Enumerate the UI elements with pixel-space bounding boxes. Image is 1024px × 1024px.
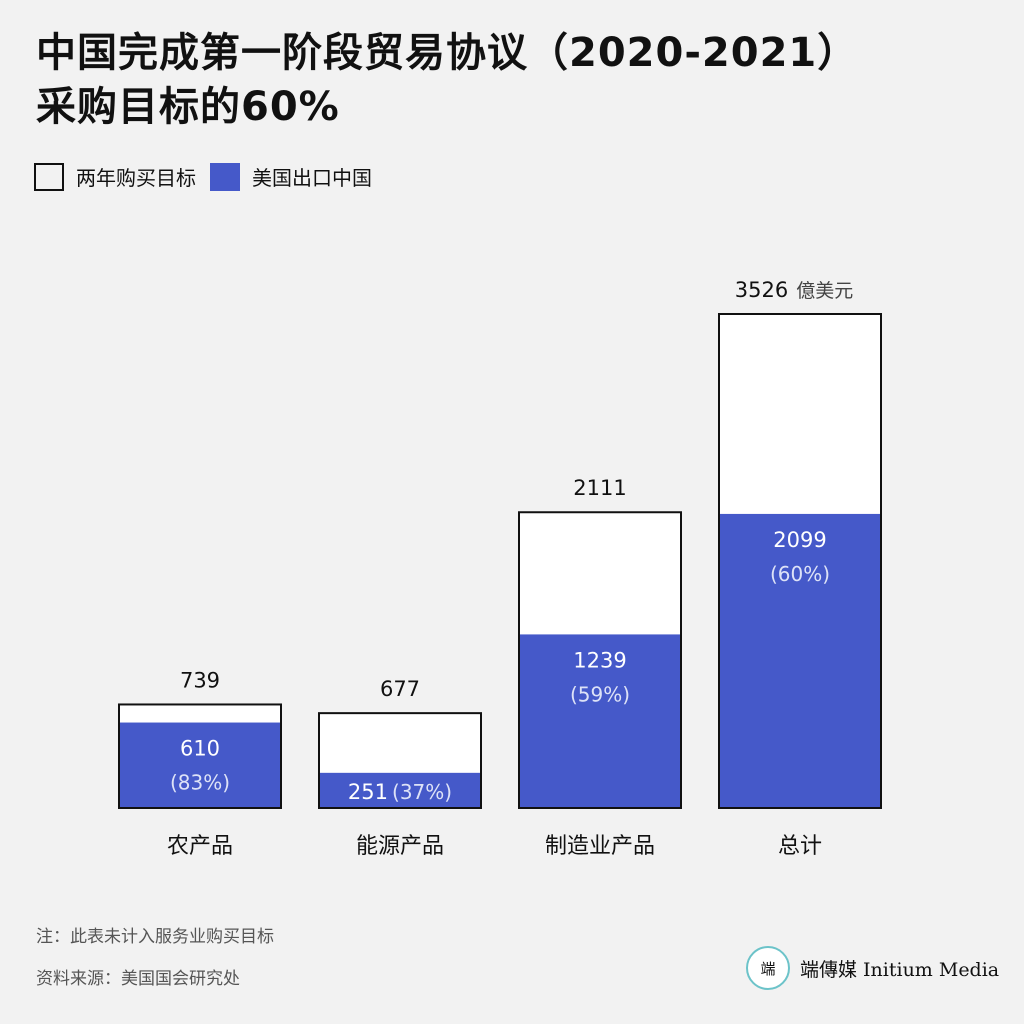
target-value-label: 677 xyxy=(380,677,420,701)
legend-swatch-target xyxy=(34,162,64,191)
category-label: 能源产品 xyxy=(356,834,444,859)
legend-swatch-export xyxy=(210,162,240,191)
legend: 两年购买目标 美国出口中国 xyxy=(34,162,386,191)
export-bar xyxy=(519,634,681,808)
title-line-2: 采购目标的60% xyxy=(36,84,340,130)
target-bar-outline xyxy=(518,511,682,809)
category-label: 制造业产品 xyxy=(545,834,655,859)
title-line-1: 中国完成第一阶段贸易协议（2020-2021） xyxy=(36,30,859,76)
unit-label: 億美元 xyxy=(796,280,853,302)
target-bar-outline xyxy=(118,703,282,809)
export-bar xyxy=(319,772,481,808)
brand-name: 端傳媒 Initium Media xyxy=(800,958,1000,981)
source-note: 资料来源：美国国会研究处 xyxy=(36,969,240,989)
export-percent-label: (83%) xyxy=(170,771,230,795)
brand: 端 端傳媒 Initium Media xyxy=(746,946,999,990)
target-value-label: 2111 xyxy=(573,476,626,500)
footnote: 注：此表未计入服务业购买目标 xyxy=(36,927,274,947)
export-value-label: 610 xyxy=(180,737,220,761)
target-bar-outline xyxy=(718,313,882,809)
legend-label-export: 美国出口中国 xyxy=(252,166,372,190)
export-value-label: 2099 xyxy=(773,528,826,552)
target-value-label: 3526 億美元 xyxy=(735,278,853,302)
export-bar xyxy=(119,722,281,808)
export-percent-label: (60%) xyxy=(770,562,830,586)
export-bar xyxy=(719,513,881,808)
category-label: 总计 xyxy=(778,834,822,859)
export-value-label: 1239 xyxy=(573,648,626,672)
export-percent-label: (37%) xyxy=(392,780,452,804)
export-percent-label: (59%) xyxy=(570,682,630,706)
export-value-label: 251 (37%) xyxy=(348,780,452,804)
target-value-label: 739 xyxy=(180,668,220,692)
bar-chart: 739 610 (83%) 农产品 677 251 (37%) 能源产品 2111 1239 (59… xyxy=(118,278,882,859)
category-label: 农产品 xyxy=(167,834,233,859)
chart-title: 中国完成第一阶段贸易协议（2020-2021） 采购目标的60% xyxy=(36,26,996,134)
legend-label-target: 两年购买目标 xyxy=(76,166,196,190)
brand-logo: 端 xyxy=(746,946,790,990)
target-bar-outline xyxy=(318,712,482,809)
